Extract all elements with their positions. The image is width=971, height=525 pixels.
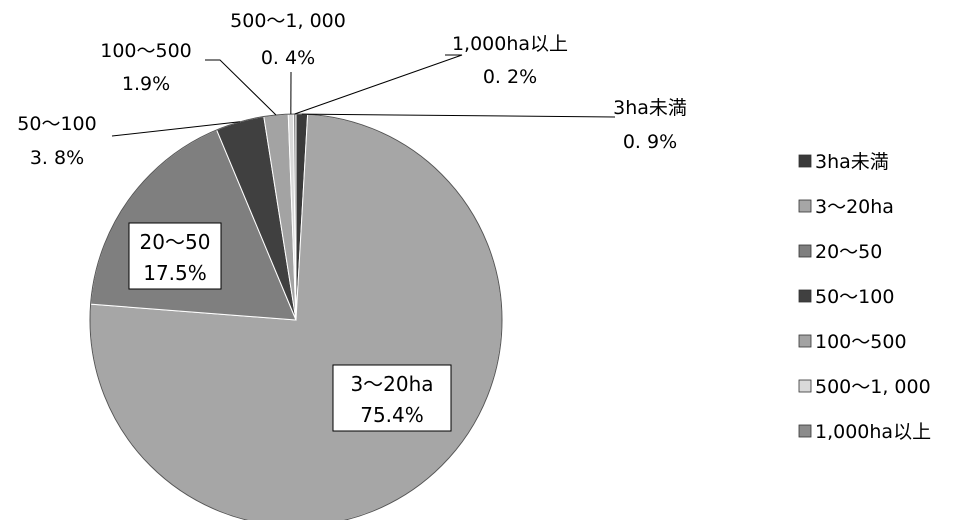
data-label-value-2: 75.4%	[360, 403, 424, 427]
legend-swatch-6	[799, 380, 811, 392]
data-label-name-7: 1,000ha以上	[452, 33, 568, 55]
data-label-name-2: 3〜20ha	[350, 372, 433, 396]
legend-label-7: 1,000ha以上	[815, 421, 931, 443]
data-label-value-3: 17.5%	[143, 261, 207, 285]
leader-line-7	[295, 55, 462, 114]
data-label-value-6: 0. 4%	[261, 47, 315, 69]
legend-label-4: 50〜100	[815, 286, 894, 308]
pie-slices	[90, 114, 502, 520]
data-label-value-4: 3. 8%	[30, 147, 84, 169]
legend-swatch-2	[799, 200, 811, 212]
legend-label-3: 20〜50	[815, 241, 882, 263]
legend-swatch-5	[799, 335, 811, 347]
legend-swatch-7	[799, 425, 811, 437]
leader-lines	[112, 55, 615, 136]
legend: 3ha未満 3〜20ha 20〜50 50〜100 100〜500 500〜1, 000 1…	[799, 151, 931, 443]
data-label-value-5: 1.9%	[122, 73, 170, 95]
leader-line-1	[302, 114, 615, 117]
legend-swatch-1	[799, 155, 811, 167]
data-label-name-4: 50〜100	[17, 113, 96, 135]
data-label-value-1: 0. 9%	[623, 131, 677, 153]
data-label-value-7: 0. 2%	[483, 66, 537, 88]
legend-label-5: 100〜500	[815, 331, 907, 353]
legend-label-2: 3〜20ha	[815, 196, 894, 218]
legend-label-6: 500〜1, 000	[815, 376, 931, 398]
legend-swatch-4	[799, 290, 811, 302]
data-label-name-1: 3ha未満	[613, 97, 687, 119]
data-label-name-6: 500〜1, 000	[230, 10, 346, 32]
data-label-name-3: 20〜50	[140, 230, 211, 254]
legend-swatch-3	[799, 245, 811, 257]
data-label-name-5: 100〜500	[100, 40, 192, 62]
legend-label-1: 3ha未満	[815, 151, 889, 173]
